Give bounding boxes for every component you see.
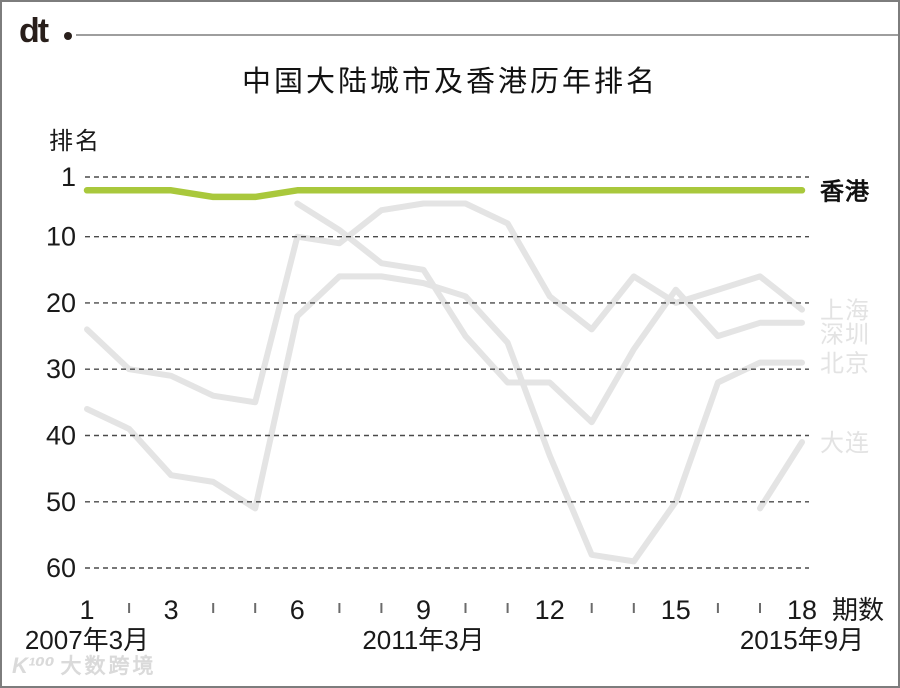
y-tick-label: 30	[46, 354, 76, 384]
x-date-label: 2011年3月	[362, 625, 484, 655]
series-line	[294, 200, 805, 426]
watermark-logo-icon: K¹⁰⁰	[12, 653, 55, 678]
header-rule	[76, 34, 898, 36]
y-axis-title: 排名	[49, 128, 101, 155]
x-tick-label: 9	[416, 595, 431, 625]
y-tick-label: 60	[46, 553, 76, 583]
x-date-label: 2007年3月	[25, 625, 149, 655]
series-legend-label: 深圳	[820, 322, 870, 349]
chart-title: 中国大陆城市及香港历年排名	[241, 66, 658, 98]
x-tick-label: 15	[661, 595, 691, 625]
y-tick-label: 1	[61, 162, 76, 192]
series-legend-label: 上海	[820, 298, 870, 325]
dt-logo-dot-icon	[64, 32, 72, 40]
series-legend-label: 香港	[820, 178, 870, 205]
y-tick-label: 40	[46, 421, 76, 451]
watermark-text: 大数跨境	[60, 655, 157, 678]
x-tick-label: 6	[290, 595, 305, 625]
y-tick-label: 10	[46, 222, 76, 252]
series-line	[84, 273, 805, 565]
series-legend-label: 北京	[820, 351, 870, 378]
y-tick-label: 50	[46, 487, 76, 517]
x-axis-title: 期数	[832, 595, 884, 625]
dt-logo: dt	[19, 12, 49, 50]
series-legend-label: 大连	[820, 430, 870, 457]
x-tick-label: 12	[535, 595, 565, 625]
y-tick-label: 20	[46, 288, 76, 318]
x-date-label: 2015年9月	[740, 625, 864, 655]
series-line	[757, 439, 805, 512]
x-tick-label: 18	[787, 595, 817, 625]
series-line-accent	[83, 187, 806, 201]
watermark: K¹⁰⁰ 大数跨境	[12, 650, 157, 680]
x-tick-label: 3	[164, 595, 179, 625]
x-tick-label: 1	[79, 595, 94, 625]
